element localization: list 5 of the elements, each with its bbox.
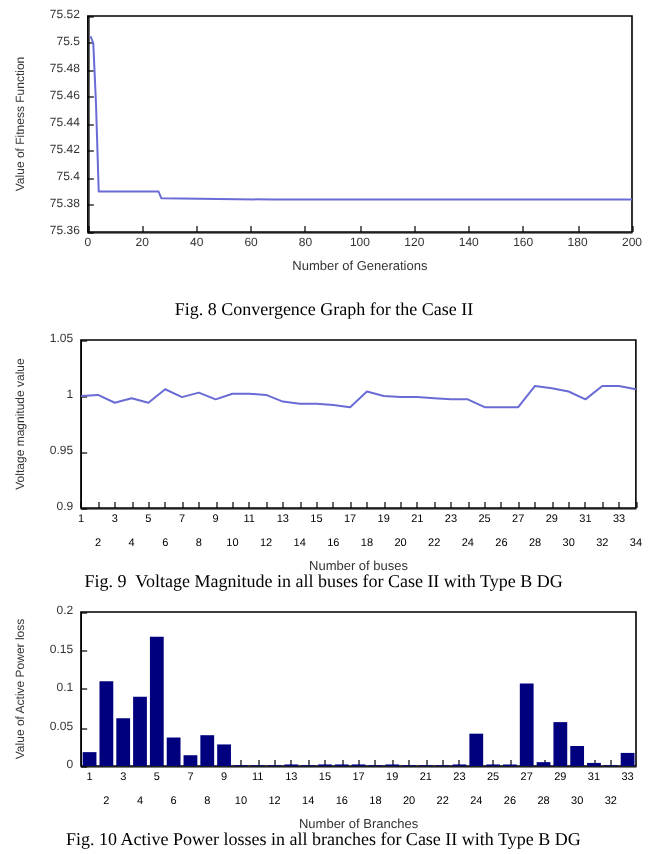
line-series [89,35,633,201]
line-series [80,384,637,409]
caption: Fig. 10 Active Power losses in all branches for Case II with Type B DG [65,829,582,849]
caption: Fig. 9 Voltage Magnitude in all buses for Case II with Type B DG [84,571,564,591]
caption: Fig. 8 Convergence Graph for the Case II [174,299,474,319]
